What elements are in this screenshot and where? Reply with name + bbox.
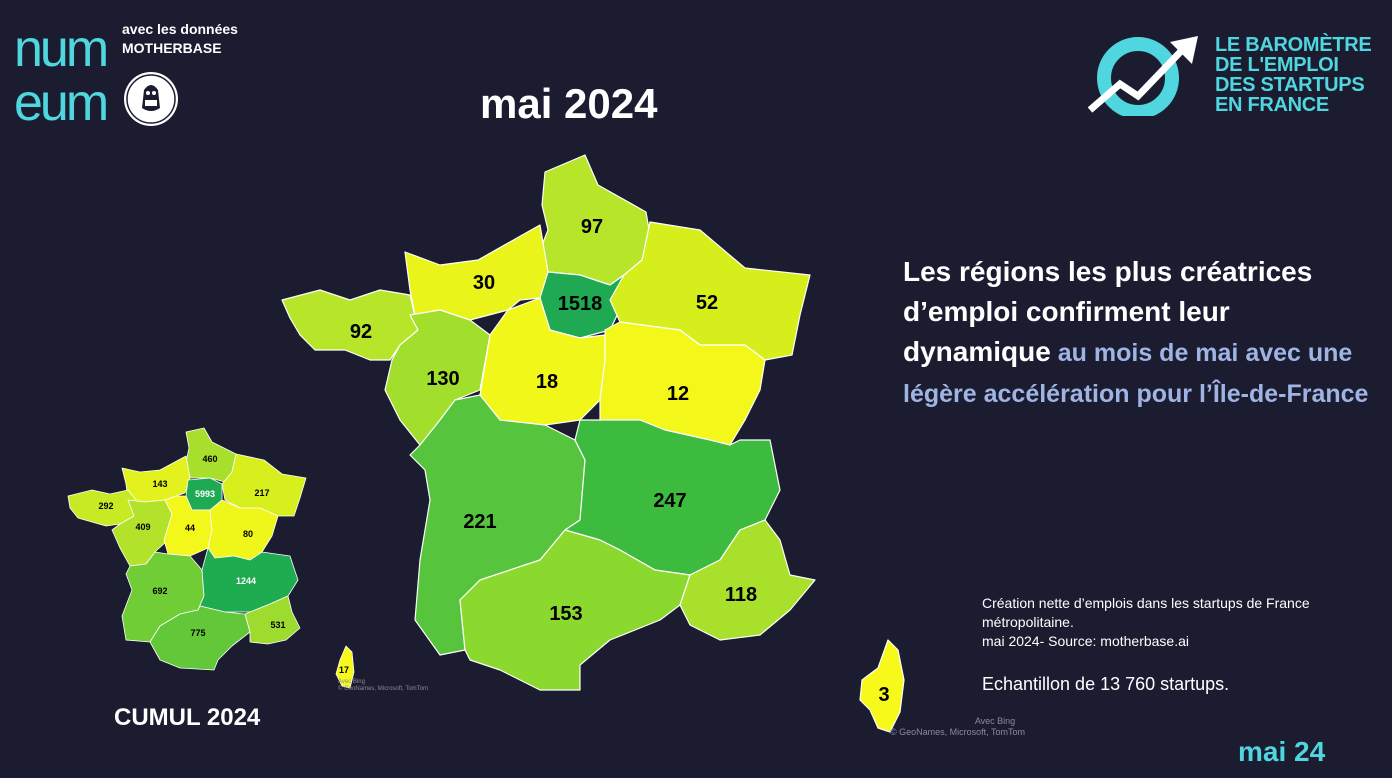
value-centre-val-de-loire: 18 xyxy=(536,371,558,393)
map-caption: Création nette d’emplois dans les startu… xyxy=(982,594,1362,651)
logo-line-1: num xyxy=(14,20,106,78)
barometre-trend-icon xyxy=(1087,36,1198,116)
cumul-title: CUMUL 2024 xyxy=(114,704,261,731)
barometre-line-1: LE BAROMÈTRE xyxy=(1215,34,1372,56)
data-credit: avec les données MOTHERBASE xyxy=(122,20,238,58)
region-bretagne xyxy=(281,289,419,361)
value-auvergne-rhone-alpes: 247 xyxy=(653,490,686,512)
cumul-value-grand-est: 217 xyxy=(254,488,269,498)
main-attribution-line-2: © GeoNames, Microsoft, TomTom xyxy=(890,727,1025,737)
value-grand-est: 52 xyxy=(696,292,718,314)
main-attribution-line-1: Avec Bing xyxy=(974,716,1016,726)
region-provence-alpes-cote-dazur xyxy=(679,519,816,641)
barometre-line-4: EN FRANCE xyxy=(1215,94,1329,116)
cumul-attribution-line-2: © GeoNames, Microsoft, TomTom xyxy=(338,686,428,692)
value-provence-alpes-cote-dazur: 118 xyxy=(725,584,757,606)
data-credit-line-2: MOTHERBASE xyxy=(122,40,222,56)
cumul-value-normandie: 143 xyxy=(152,479,167,489)
headline: Les régions les plus créatrices d’emploi… xyxy=(903,252,1383,414)
cumul-value-nouvelle-aquitaine: 692 xyxy=(152,586,167,596)
region-occitanie xyxy=(459,529,691,691)
value-nouvelle-aquitaine: 221 xyxy=(463,511,496,533)
caption-line-2: mai 2024- Source: motherbase.ai xyxy=(982,633,1189,649)
data-credit-line-1: avec les données xyxy=(122,21,238,37)
cumul-attribution-line-1: Avec Bing xyxy=(338,679,365,685)
value-corse: 3 xyxy=(878,684,889,706)
cumul-region-corse xyxy=(335,645,355,689)
cumul-value-auvergne-rhone-alpes: 1244 xyxy=(236,576,256,586)
numeum-logo: num eum xyxy=(14,20,109,124)
cumul-value-corse: 17 xyxy=(339,665,349,675)
motherbase-icon xyxy=(124,72,178,126)
value-bretagne: 92 xyxy=(350,321,372,343)
main-map-attribution: Avec Bing © GeoNames, Microsoft, TomTom xyxy=(890,716,1060,738)
footer-date: mai 24 xyxy=(1238,736,1326,767)
cumul-value-occitanie: 775 xyxy=(190,628,205,638)
cumul-value-bourgogne-franche-comte: 80 xyxy=(243,529,253,539)
value-pays-de-la-loire: 130 xyxy=(426,368,459,390)
headline-main: Les régions les plus créatrices d’emploi… xyxy=(903,256,1313,367)
cumul-value-provence-alpes-cote-dazur: 531 xyxy=(270,620,285,630)
value-hauts-de-france: 97 xyxy=(581,216,603,238)
cumul-value-hauts-de-france: 460 xyxy=(202,454,217,464)
value-normandie: 30 xyxy=(473,272,495,294)
barometre-line-3: DES STARTUPS xyxy=(1215,74,1365,96)
region-corse xyxy=(859,639,905,733)
value-bourgogne-franche-comte: 12 xyxy=(667,383,689,405)
cumul-map-attribution: Avec Bing © GeoNames, Microsoft, TomTom xyxy=(338,679,428,693)
cumul-value-centre-val-de-loire: 44 xyxy=(185,523,195,533)
cumul-value-pays-de-la-loire: 409 xyxy=(135,522,150,532)
value-ile-de-france: 1518 xyxy=(558,293,603,315)
cumul-value-bretagne: 292 xyxy=(98,501,113,511)
cumul-value-ile-de-france: 5993 xyxy=(195,489,215,499)
caption-line-1: Création nette d’emplois dans les startu… xyxy=(982,595,1310,630)
logo-line-2: eum xyxy=(14,74,106,124)
barometre-title: LE BAROMÈTRE DE L'EMPLOI DES STARTUPS EN… xyxy=(1215,34,1372,116)
barometre-line-2: DE L'EMPLOI xyxy=(1215,54,1339,76)
headline-sub: au mois de mai avec une légère accélérat… xyxy=(903,339,1369,408)
sample-size: Echantillon de 13 760 startups. xyxy=(982,674,1230,694)
cumul-region-provence-alpes-cote-dazur xyxy=(244,595,301,645)
region-bourgogne-franche-comte xyxy=(599,321,766,446)
value-occitanie: 153 xyxy=(549,603,582,625)
main-title: mai 2024 xyxy=(480,80,658,127)
